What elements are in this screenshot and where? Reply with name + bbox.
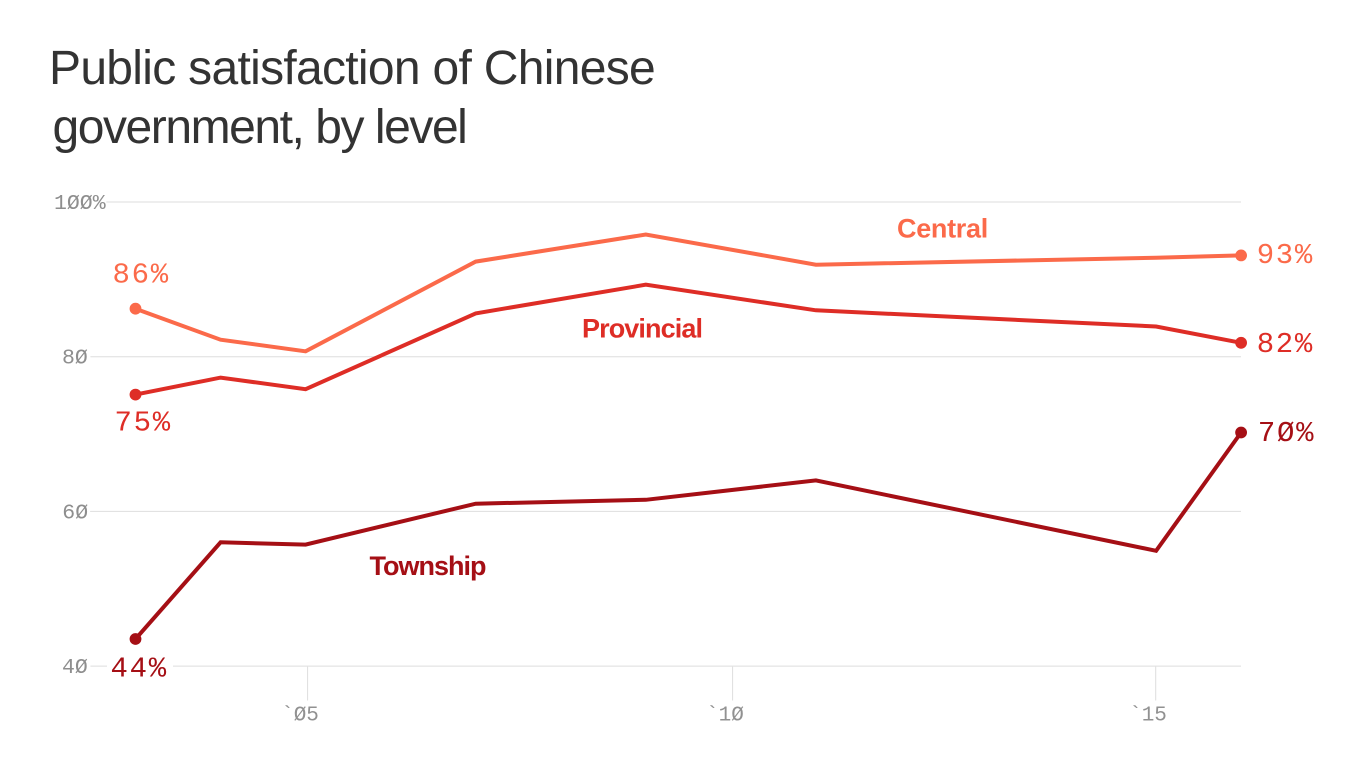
svg-text:1ØØ%: 1ØØ%	[54, 192, 106, 216]
svg-text:`1Ø: `1Ø	[706, 705, 744, 728]
svg-text:8Ø: 8Ø	[62, 347, 88, 371]
svg-text:75%: 75%	[115, 407, 172, 440]
svg-text:44%: 44%	[111, 653, 168, 686]
svg-text:6Ø: 6Ø	[62, 501, 88, 525]
svg-text:Public satisfaction of Chinese: Public satisfaction of Chinese	[49, 42, 655, 95]
svg-text:4Ø: 4Ø	[62, 656, 88, 680]
svg-text:`15: `15	[1129, 705, 1167, 728]
svg-text:Provincial: Provincial	[582, 314, 702, 344]
svg-text:government, by level: government, by level	[53, 101, 467, 154]
svg-text:7Ø%: 7Ø%	[1258, 417, 1315, 450]
svg-text:Township: Township	[370, 551, 486, 581]
svg-text:Central: Central	[897, 214, 988, 244]
svg-text:`Ø5: `Ø5	[281, 705, 319, 728]
svg-text:86%: 86%	[113, 259, 170, 292]
svg-text:93%: 93%	[1257, 239, 1314, 272]
svg-text:82%: 82%	[1257, 328, 1314, 361]
